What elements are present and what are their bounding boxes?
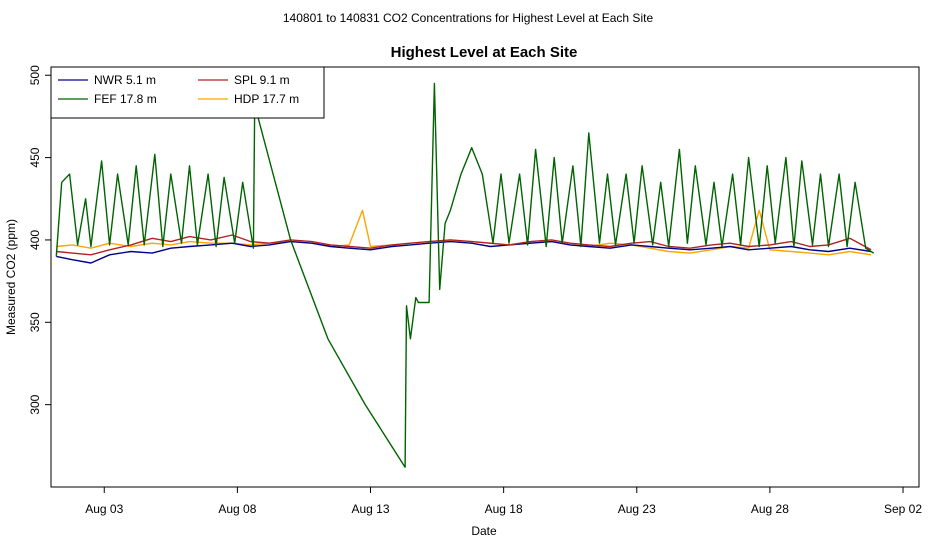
- x-tick-label: Aug 13: [351, 502, 389, 516]
- y-tick-label: 500: [28, 65, 42, 85]
- x-tick-label: Aug 23: [618, 502, 656, 516]
- x-tick-label: Aug 28: [751, 502, 789, 516]
- x-tick-label: Sep 02: [884, 502, 922, 516]
- x-tick-label: Aug 08: [218, 502, 256, 516]
- x-axis-label: Date: [471, 524, 497, 538]
- series-line-fef: [55, 82, 875, 468]
- y-tick-label: 350: [28, 312, 42, 332]
- series-group: [55, 82, 875, 468]
- chart-suptitle: 140801 to 140831 CO2 Concentrations for …: [283, 11, 654, 25]
- legend-box: [50, 66, 325, 119]
- chart-title: Highest Level at Each Site: [391, 44, 578, 61]
- legend-label: HDP 17.7 m: [234, 92, 299, 106]
- x-tick-label: Aug 18: [485, 502, 523, 516]
- series-line-spl: [56, 234, 872, 256]
- y-tick-label: 300: [28, 394, 42, 414]
- legend-label: FEF 17.8 m: [94, 92, 157, 106]
- y-axis: 300 350 400 450 500: [28, 65, 51, 415]
- y-axis-label: Measured CO2 (ppm): [4, 219, 18, 335]
- series-line-nwr: [56, 240, 872, 264]
- x-tick-label: Aug 03: [85, 502, 123, 516]
- x-axis: Aug 03 Aug 08 Aug 13 Aug 18 Aug 23 Aug 28 Sep …: [85, 487, 922, 516]
- legend: NWR 5.1 m SPL 9.1 m FEF 17.8 m HDP 17.7 m: [50, 66, 325, 119]
- plot-area: [50, 66, 920, 488]
- y-tick-label: 450: [28, 147, 42, 167]
- legend-label: NWR 5.1 m: [94, 73, 156, 87]
- legend-label: SPL 9.1 m: [234, 73, 290, 87]
- y-tick-label: 400: [28, 230, 42, 250]
